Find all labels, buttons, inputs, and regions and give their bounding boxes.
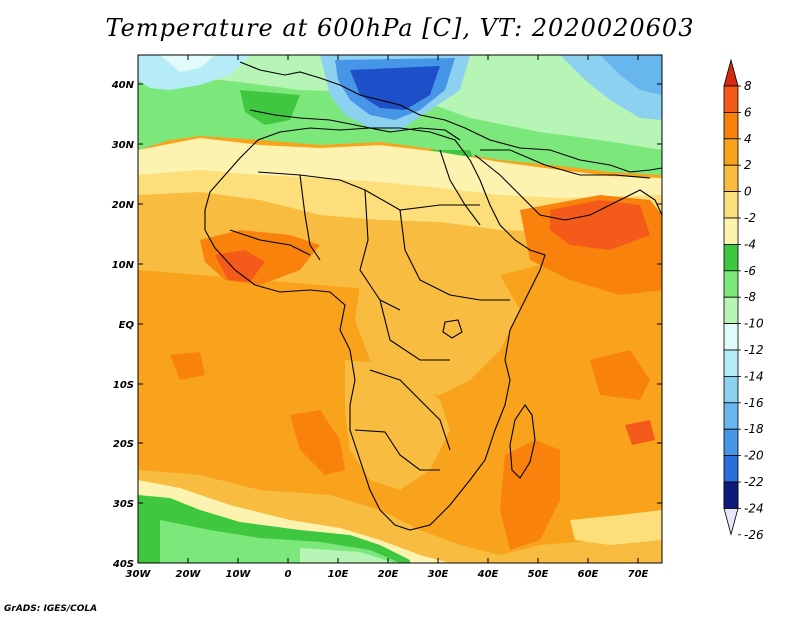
colorbar-label: -24: [744, 501, 764, 515]
colorbar-swatch: [723, 455, 739, 483]
colorbar-swatch: [723, 270, 739, 298]
colorbar-swatch: [723, 481, 739, 509]
colorbar-swatch: [723, 323, 739, 351]
colorbar-label: -12: [744, 343, 764, 357]
lat-label: 10N: [112, 260, 135, 271]
colorbar-label: -16: [744, 396, 764, 410]
colorbar-label: -18: [744, 422, 764, 436]
lat-ticks: [138, 83, 662, 564]
lat-label: EQ: [119, 320, 135, 331]
lat-labels: 40N 30N 20N 10N EQ 10S 20S 30S 40S: [111, 80, 135, 570]
lat-label: 30N: [112, 140, 135, 151]
colorbar-label: 6: [744, 105, 752, 119]
colorbar-swatch: [723, 243, 739, 272]
colorbar-label: -6: [744, 264, 756, 278]
colorbar-swatch: [723, 349, 739, 377]
lon-label: 70E: [628, 569, 649, 580]
lon-label: 20E: [378, 569, 399, 580]
colorbar: 8 6 4 2 0 -2 -4 -6 -8 -10 -12 -14 -16 -18 -20 -22 -24 -26: [723, 58, 764, 542]
colorbar-swatch: [723, 296, 739, 325]
colorbar-swatch: [723, 112, 739, 140]
lon-label: 30W: [126, 569, 152, 580]
colorbar-label: -8: [744, 290, 756, 304]
colorbar-label: 0: [744, 185, 752, 199]
colorbar-swatch: [723, 85, 739, 113]
colorbar-swatch: [723, 191, 739, 219]
colorbar-label: -14: [744, 369, 764, 383]
lon-label: 10E: [328, 569, 349, 580]
lon-ticks: [187, 55, 639, 563]
lat-label: 10S: [113, 380, 134, 391]
lat-label: 20N: [112, 200, 135, 211]
colorbar-label: -22: [744, 475, 764, 489]
lon-label: 40E: [477, 569, 499, 580]
colorbar-label: 2: [744, 158, 752, 172]
lon-label: 30E: [428, 569, 449, 580]
colorbar-label: -2: [744, 211, 756, 225]
colorbar-label: 4: [744, 132, 752, 146]
lat-label: 40S: [112, 559, 134, 570]
lat-label: 30S: [113, 499, 134, 510]
colorbar-label: -10: [744, 317, 764, 331]
colorbar-swatch: [723, 402, 739, 430]
colorbar-top-arrow: [723, 58, 739, 87]
lon-labels: 30W 20W 10W 0 10E 20E 30E 40E 50E 60E 70…: [126, 569, 649, 580]
colorbar-label: -4: [744, 237, 756, 251]
colorbar-swatch: [723, 164, 739, 192]
lon-label: 10W: [226, 569, 252, 580]
lat-label: 20S: [113, 439, 134, 450]
colorbar-label: 8: [744, 79, 752, 93]
lon-label: 0: [285, 569, 292, 580]
lon-label: 60E: [578, 569, 599, 580]
colorbar-swatch: [723, 138, 739, 166]
temperature-field: [138, 55, 662, 563]
colorbar-bottom-arrow: [723, 508, 739, 536]
colorbar-label: -20: [744, 449, 764, 463]
colorbar-swatch: [723, 217, 739, 245]
lon-label: 20W: [176, 569, 202, 580]
colorbar-swatch: [723, 375, 739, 404]
colorbar-label: -26: [744, 528, 764, 542]
coastlines: [204, 61, 662, 531]
lon-label: 50E: [528, 569, 549, 580]
grads-credit: GrADS: IGES/COLA: [4, 604, 98, 614]
plot-frame: [137, 54, 663, 564]
colorbar-swatch: [723, 428, 739, 457]
lat-label: 40N: [111, 80, 135, 91]
map-title: Temperature at 600hPa [C], VT: 202002060…: [105, 14, 695, 42]
